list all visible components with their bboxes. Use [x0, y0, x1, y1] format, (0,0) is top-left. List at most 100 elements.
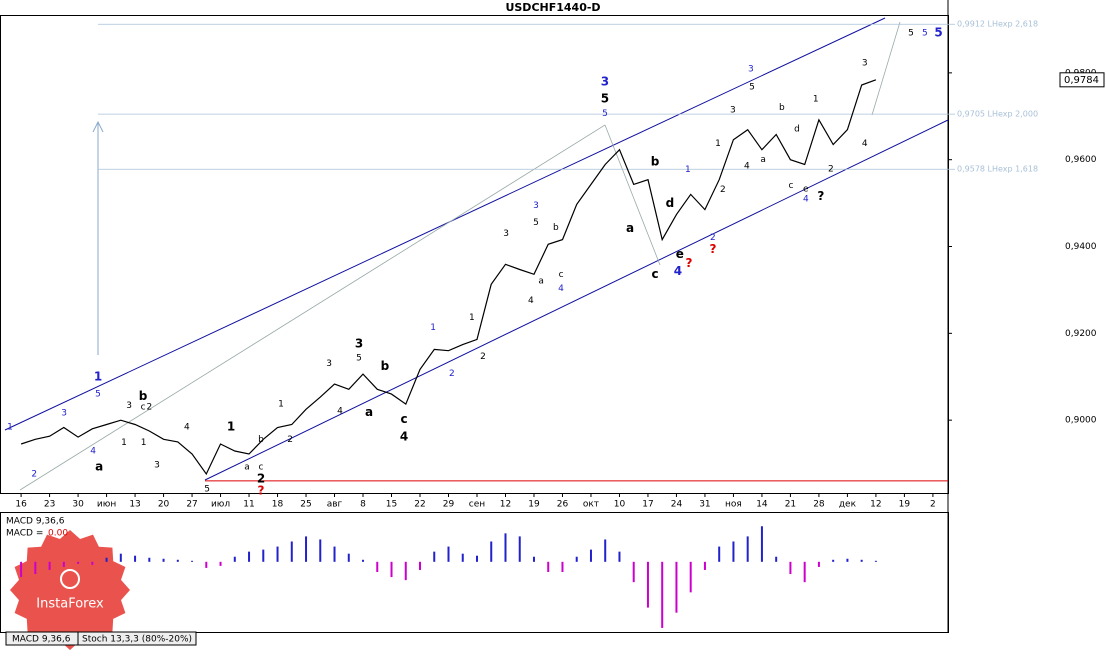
x-tick-label: 20: [158, 500, 170, 510]
x-tick-label: 31: [699, 500, 710, 510]
macd-bar: [148, 557, 151, 562]
wave-label: 4: [90, 446, 96, 456]
wave-label: 1: [715, 139, 721, 149]
tab-label[interactable]: Stoch 13,3,3 (80%-20%): [82, 635, 192, 645]
wave-label: 1: [141, 438, 147, 448]
macd-bar: [589, 549, 592, 562]
macd-bar: [347, 553, 350, 562]
wave-label: 2: [720, 185, 726, 195]
wave-label: ?: [258, 483, 265, 497]
x-tick-label: 2: [930, 500, 936, 510]
arrow-head: [92, 120, 104, 133]
wave-label: c: [141, 403, 146, 413]
chart-title: USDCHF1440-D: [505, 1, 600, 14]
macd-bar: [390, 561, 393, 578]
indicator-readout-value: 0.00: [48, 529, 68, 539]
wave-label: c: [400, 412, 407, 426]
wave-label: 5: [749, 82, 755, 92]
macd-bar: [333, 546, 336, 562]
wave-label: 5: [356, 354, 362, 364]
wave-label: 2: [480, 352, 486, 362]
macd-bar: [376, 561, 379, 572]
wave-label: 2: [257, 472, 265, 486]
wave-label: 4: [803, 194, 809, 204]
macd-bar: [191, 560, 194, 562]
macd-bar: [775, 556, 778, 562]
x-tick-label: 11: [243, 500, 254, 510]
x-tick-label: ноя: [725, 500, 742, 510]
y-tick-label: 0,9000: [1065, 416, 1097, 426]
macd-bar: [817, 561, 820, 567]
macd-bar: [803, 561, 806, 583]
price-level-label: 0,9912 LHexp 2,618: [957, 20, 1038, 29]
x-tick-label: 18: [272, 500, 284, 510]
macd-bar: [134, 555, 137, 562]
wave-label: 1: [430, 323, 436, 333]
projection-line: [19, 124, 606, 491]
tab-label[interactable]: MACD 9,36,6: [12, 635, 71, 645]
x-tick-label: 21: [785, 500, 796, 510]
macd-bar: [219, 561, 222, 566]
wave-label: 2: [31, 469, 37, 479]
x-tick-label: 28: [813, 500, 825, 510]
x-tick-label: 12: [500, 500, 511, 510]
wave-label: b: [139, 389, 148, 403]
logo-icon: [60, 569, 80, 589]
tab[interactable]: [77, 631, 197, 646]
macd-bar: [276, 546, 279, 562]
x-tick-label: 26: [557, 500, 569, 510]
macd-bar: [646, 561, 649, 608]
x-tick-label: 25: [300, 500, 311, 510]
wave-label: 5: [934, 25, 942, 39]
x-tick-label: 14: [756, 500, 768, 510]
wave-label: 5: [602, 109, 608, 119]
channel-lower: [204, 119, 949, 481]
wave-label: 1: [227, 420, 235, 434]
x-tick-label: 19: [899, 500, 911, 510]
wave-label: 3: [533, 201, 539, 211]
wave-label: b: [779, 103, 785, 113]
macd-bar: [20, 561, 23, 578]
wave-label: d: [666, 196, 675, 210]
wave-label: 1: [121, 438, 127, 448]
macd-bar: [632, 561, 635, 583]
wave-label: a: [244, 463, 250, 473]
wave-label: 3: [154, 460, 160, 470]
wave-label: 4: [337, 407, 343, 417]
macd-bar: [62, 561, 65, 567]
wave-label: 3: [61, 409, 67, 419]
wave-label: 1: [469, 313, 475, 323]
wave-label: c: [559, 270, 564, 280]
wave-label: 3: [730, 105, 736, 115]
macd-bar: [689, 561, 692, 593]
wave-label: 5: [601, 91, 609, 105]
macd-bar: [162, 558, 165, 562]
y-tick-label: 0,9600: [1065, 155, 1097, 165]
macd-bar: [233, 556, 236, 562]
macd-bar: [618, 551, 621, 562]
macd-bar: [461, 553, 464, 562]
wave-label: a: [760, 155, 766, 165]
wave-label: c: [652, 267, 659, 281]
wave-label: 4: [744, 161, 750, 171]
wave-label: 3: [748, 64, 754, 74]
macd-bar: [547, 561, 550, 572]
macd-bar: [732, 541, 735, 562]
last-price-label: 0,9784: [1064, 75, 1099, 86]
macd-bar: [319, 539, 322, 562]
wave-label: 5: [533, 218, 539, 228]
wave-label: 3: [355, 337, 363, 351]
x-tick-label: 16: [15, 500, 27, 510]
wave-label: 3: [503, 229, 509, 239]
macd-bar: [105, 557, 108, 562]
macd-bar: [419, 561, 422, 570]
macd-bar: [290, 541, 293, 562]
drawings: [4, 17, 949, 491]
x-tick-label: 22: [414, 500, 425, 510]
macd-bar: [675, 561, 678, 613]
wave-label: 1: [278, 400, 284, 410]
wave-label: d: [794, 124, 800, 134]
macd-bar: [91, 561, 94, 565]
indicator-readout-label: MACD =: [6, 529, 43, 539]
